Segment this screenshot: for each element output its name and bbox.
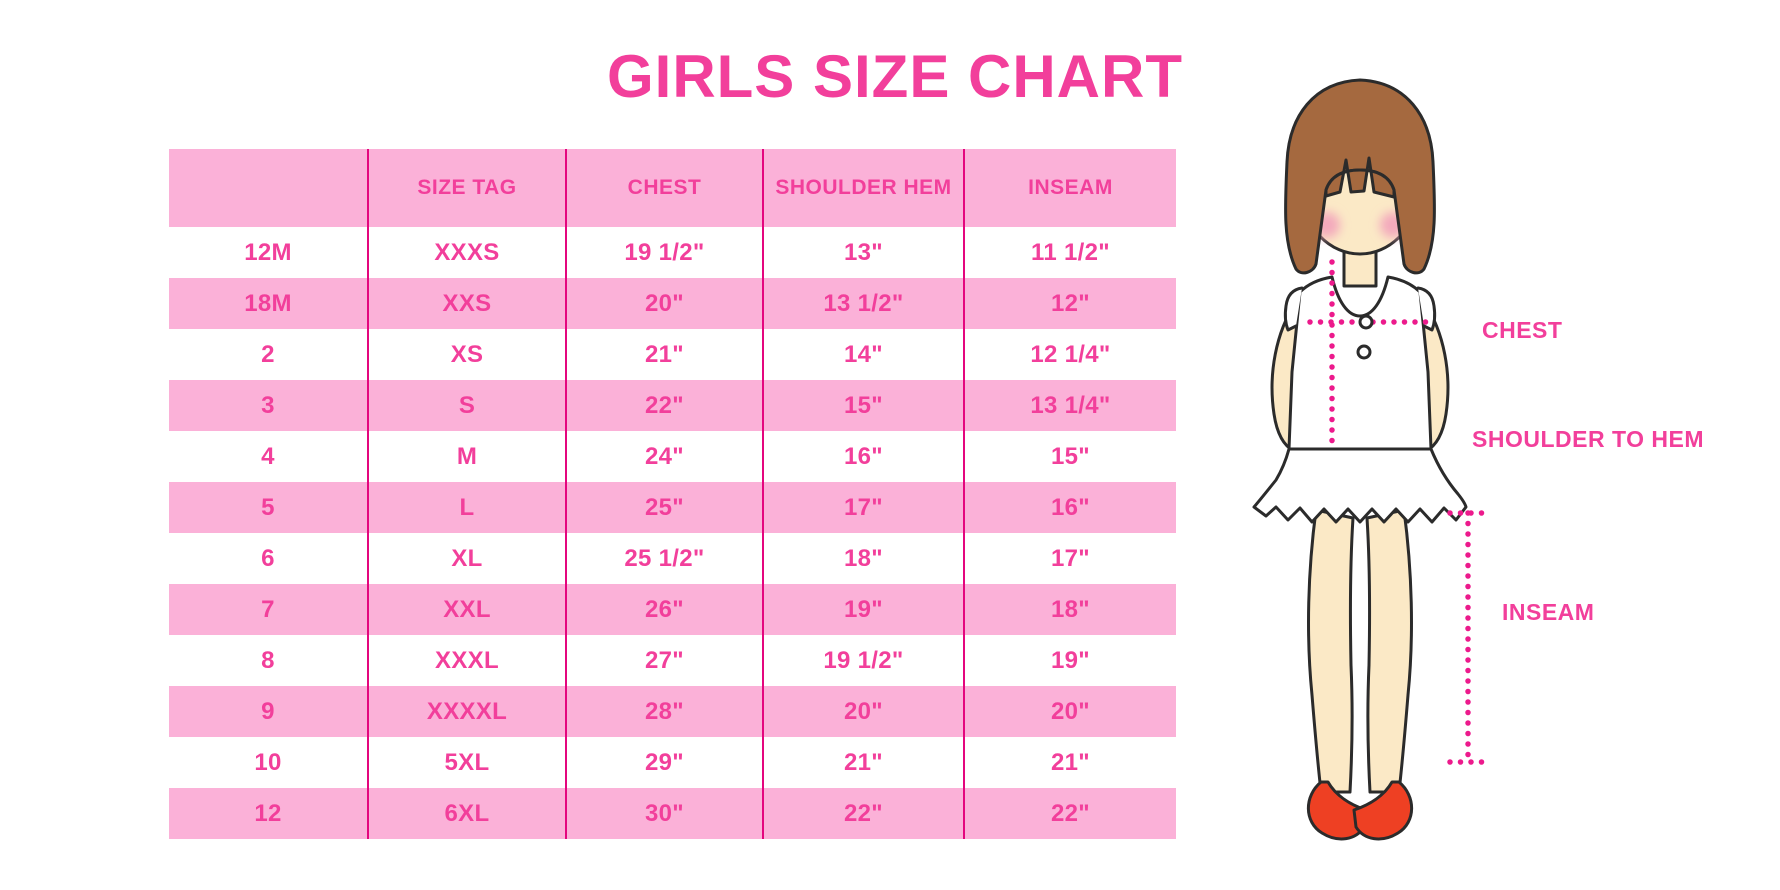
table-cell-inseam: 15" <box>963 431 1176 482</box>
table-cell-size: 8 <box>261 646 275 674</box>
table-cell-chest: 28" <box>565 686 763 737</box>
table-cell-size-tag: XXS <box>367 278 566 329</box>
table-cell-size-tag: XL <box>367 533 566 584</box>
table-row: 5 L 25" 17" 16" <box>169 482 1176 533</box>
skirt <box>1252 447 1468 524</box>
table-row: 2 XS 21" 14" 12 1/4" <box>169 329 1176 380</box>
table-row: 12 6XL 30" 22" 22" <box>169 788 1176 839</box>
shoulder-to-hem-measure-label: SHOULDER TO HEM <box>1472 426 1704 452</box>
table-cell-inseam: 17" <box>963 533 1176 584</box>
table-cell-inseam: 16" <box>963 482 1176 533</box>
table-cell-shoulder-hem: 22" <box>762 788 964 839</box>
top-button-2 <box>1356 344 1372 360</box>
table-cell-shoulder-hem: 19" <box>762 584 964 635</box>
inseam-measure-label: INSEAM <box>1502 599 1595 625</box>
table-cell-shoulder-hem: 18" <box>762 533 964 584</box>
table-cell-chest: 24" <box>565 431 763 482</box>
table-cell-size: 7 <box>261 595 275 623</box>
table-cell-inseam: 13 1/4" <box>963 380 1176 431</box>
table-cell-size-tag: L <box>367 482 566 533</box>
table-cell-chest: 21" <box>565 329 763 380</box>
table-header: SIZE TAG CHEST SHOULDER HEM INSEAM <box>169 149 1176 227</box>
table-cell-shoulder-hem: 15" <box>762 380 964 431</box>
table-cell-inseam: 18" <box>963 584 1176 635</box>
table-row: 4 M 24" 16" 15" <box>169 431 1176 482</box>
table-cell-inseam: 12 1/4" <box>963 329 1176 380</box>
hair-bangs <box>1324 156 1396 199</box>
table-cell-inseam: 19" <box>963 635 1176 686</box>
left-shoe <box>1306 780 1368 841</box>
left-leg <box>1307 508 1355 794</box>
table-cell-chest: 29" <box>565 737 763 788</box>
table-cell-size: 9 <box>261 697 275 725</box>
table-cell-shoulder-hem: 19 1/2" <box>762 635 964 686</box>
table-cell-size-tag: XS <box>367 329 566 380</box>
table-cell-shoulder-hem: 13" <box>762 227 964 278</box>
table-cell-size: 2 <box>261 340 275 368</box>
table-cell-size: 3 <box>261 391 275 419</box>
table-cell-chest: 20" <box>565 278 763 329</box>
right-shoulder-ruffle <box>1416 286 1437 332</box>
table-cell-size-tag: 5XL <box>367 737 566 788</box>
table-cell-size-tag: M <box>367 431 566 482</box>
table-cell-inseam: 12" <box>963 278 1176 329</box>
table-cell-size-tag: S <box>367 380 566 431</box>
table-cell-shoulder-hem: 13 1/2" <box>762 278 964 329</box>
header-row: SIZE TAG CHEST SHOULDER HEM INSEAM <box>169 149 1176 227</box>
table-row: 3 S 22" 15" 13 1/4" <box>169 380 1176 431</box>
table-cell-size-tag: XXL <box>367 584 566 635</box>
table-row: 18M XXS 20" 13 1/2" 12" <box>169 278 1176 329</box>
top-garment <box>1287 275 1433 451</box>
table-row: 7 XXL 26" 19" 18" <box>169 584 1176 635</box>
table-cell-shoulder-hem: 14" <box>762 329 964 380</box>
column-header-size <box>169 149 368 227</box>
table-cell-size-tag: XXXS <box>367 227 566 278</box>
table-cell-size: 5 <box>261 493 275 521</box>
table-cell-inseam: 11 1/2" <box>963 227 1176 278</box>
table-cell-size: 12 <box>254 799 282 827</box>
table-cell-chest: 25" <box>565 482 763 533</box>
table-cell-size: 4 <box>261 442 275 470</box>
table-cell-size-tag: XXXL <box>367 635 566 686</box>
table-cell-size-tag: 6XL <box>367 788 566 839</box>
column-header-chest: CHEST <box>565 149 763 227</box>
table-cell-size-tag: XXXXL <box>367 686 566 737</box>
table-cell-size: 6 <box>261 544 275 572</box>
table-cell-chest: 27" <box>565 635 763 686</box>
table-cell-size: 12M <box>244 238 292 266</box>
table-cell-shoulder-hem: 20" <box>762 686 964 737</box>
girl-illustration <box>1252 78 1489 841</box>
table-row: 12M XXXS 19 1/2" 13" 11 1/2" <box>169 227 1176 278</box>
size-chart-table: SIZE TAG CHEST SHOULDER HEM INSEAM 12M X… <box>169 149 1176 839</box>
table-cell-inseam: 20" <box>963 686 1176 737</box>
table-cell-chest: 26" <box>565 584 763 635</box>
table-body: 12M XXXS 19 1/2" 13" 11 1/2" 18M XXS 20"… <box>169 227 1176 839</box>
table-row: 9 XXXXL 28" 20" 20" <box>169 686 1176 737</box>
table-cell-size: 10 <box>254 748 282 776</box>
table-row: 10 5XL 29" 21" 21" <box>169 737 1176 788</box>
table-row: 6 XL 25 1/2" 18" 17" <box>169 533 1176 584</box>
table-cell-chest: 22" <box>565 380 763 431</box>
table-cell-shoulder-hem: 17" <box>762 482 964 533</box>
table-cell-inseam: 22" <box>963 788 1176 839</box>
column-header-inseam: INSEAM <box>963 149 1176 227</box>
table-cell-chest: 25 1/2" <box>565 533 763 584</box>
table-cell-chest: 19 1/2" <box>565 227 763 278</box>
chest-measure-label: CHEST <box>1482 317 1563 343</box>
right-shoe <box>1352 780 1414 841</box>
column-header-size-tag: SIZE TAG <box>367 149 566 227</box>
table-cell-size: 18M <box>244 289 292 317</box>
page-title: GIRLS SIZE CHART <box>606 43 1183 110</box>
right-leg <box>1365 508 1413 794</box>
table-cell-shoulder-hem: 16" <box>762 431 964 482</box>
column-header-shoulder-hem: SHOULDER HEM <box>762 149 964 227</box>
table-cell-inseam: 21" <box>963 737 1176 788</box>
left-shoulder-ruffle <box>1283 286 1304 332</box>
top-button-1 <box>1358 314 1374 330</box>
table-cell-chest: 30" <box>565 788 763 839</box>
table-cell-shoulder-hem: 21" <box>762 737 964 788</box>
table-row: 8 XXXL 27" 19 1/2" 19" <box>169 635 1176 686</box>
